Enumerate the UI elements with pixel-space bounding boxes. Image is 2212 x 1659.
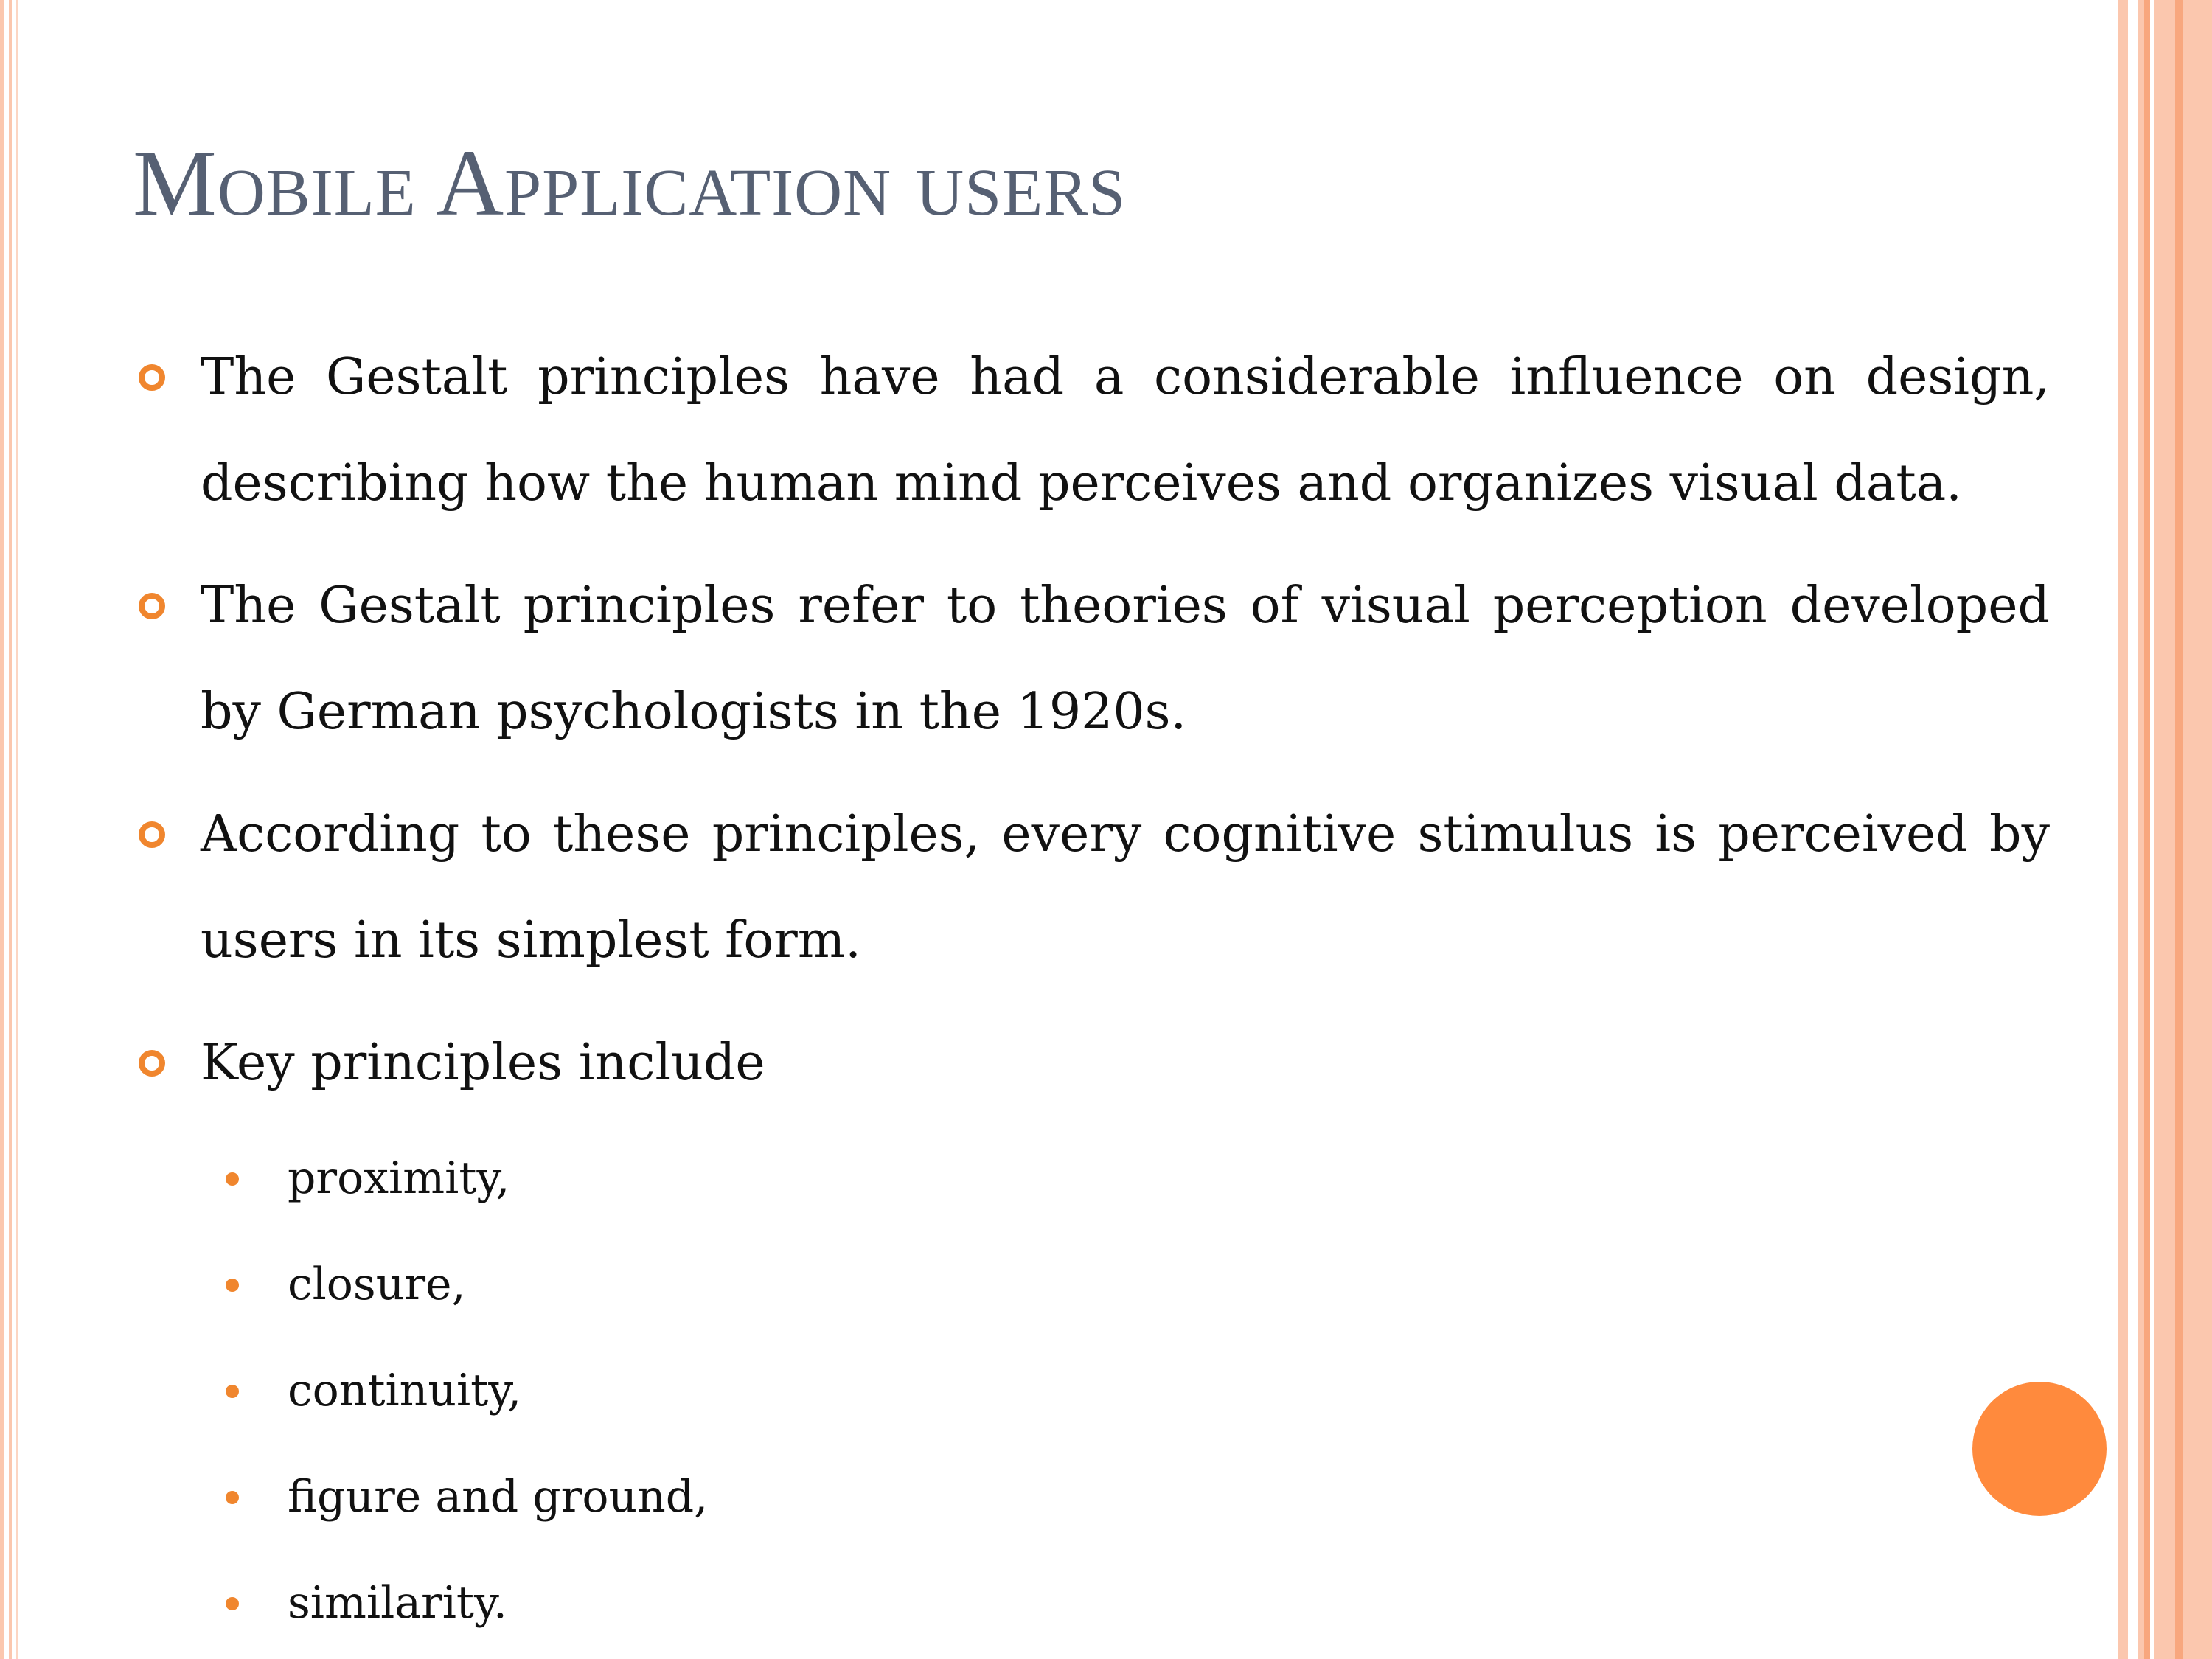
left-border-line — [16, 0, 18, 1659]
bullet-text: The Gestalt principles have had a consid… — [201, 348, 2050, 512]
dot-bullet-icon — [226, 1597, 239, 1610]
right-decorative-stripe — [2175, 0, 2183, 1659]
dot-bullet-icon — [226, 1385, 239, 1398]
bullet-text: The Gestalt principles refer to theories… — [201, 577, 2050, 741]
sub-bullet-item: continuity, — [133, 1338, 2050, 1444]
right-decorative-stripe — [2144, 0, 2150, 1659]
bullet-item: Key principles include — [133, 1010, 2050, 1116]
sub-bullet-item: proximity, — [133, 1125, 2050, 1231]
right-decorative-stripe — [2138, 0, 2144, 1659]
sub-bullet-item: closure, — [133, 1231, 2050, 1338]
left-border-line — [0, 0, 4, 1659]
right-decorative-stripe — [2118, 0, 2128, 1659]
decorative-circle — [1972, 1382, 2107, 1516]
slide-content: The Gestalt principles have had a consid… — [133, 324, 2050, 1656]
left-border-line — [9, 0, 12, 1659]
sub-bullet-text: similarity. — [288, 1577, 508, 1629]
sub-bullet-item: similarity. — [133, 1550, 2050, 1656]
ring-bullet-icon — [139, 1050, 165, 1077]
sub-bullet-text: closure, — [288, 1259, 466, 1310]
right-decorative-stripe — [2154, 0, 2212, 1659]
bullet-text: According to these principles, every cog… — [201, 805, 2050, 970]
sub-bullet-list: proximity, closure, continuity, figure a… — [133, 1125, 2050, 1656]
sub-bullet-text: proximity, — [288, 1152, 510, 1204]
slide-title: Mobile Application users — [133, 131, 1127, 235]
dot-bullet-icon — [226, 1279, 239, 1292]
sub-bullet-text: figure and ground, — [288, 1471, 709, 1523]
ring-bullet-icon — [139, 364, 165, 391]
ring-bullet-icon — [139, 593, 165, 619]
sub-bullet-item: figure and ground, — [133, 1444, 2050, 1550]
sub-bullet-text: continuity, — [288, 1365, 522, 1416]
dot-bullet-icon — [226, 1172, 239, 1186]
bullet-item: The Gestalt principles refer to theories… — [133, 553, 2050, 765]
ring-bullet-icon — [139, 821, 165, 848]
dot-bullet-icon — [226, 1491, 239, 1504]
bullet-text: Key principles include — [201, 1034, 765, 1092]
bullet-item: According to these principles, every cog… — [133, 782, 2050, 994]
bullet-item: The Gestalt principles have had a consid… — [133, 324, 2050, 537]
